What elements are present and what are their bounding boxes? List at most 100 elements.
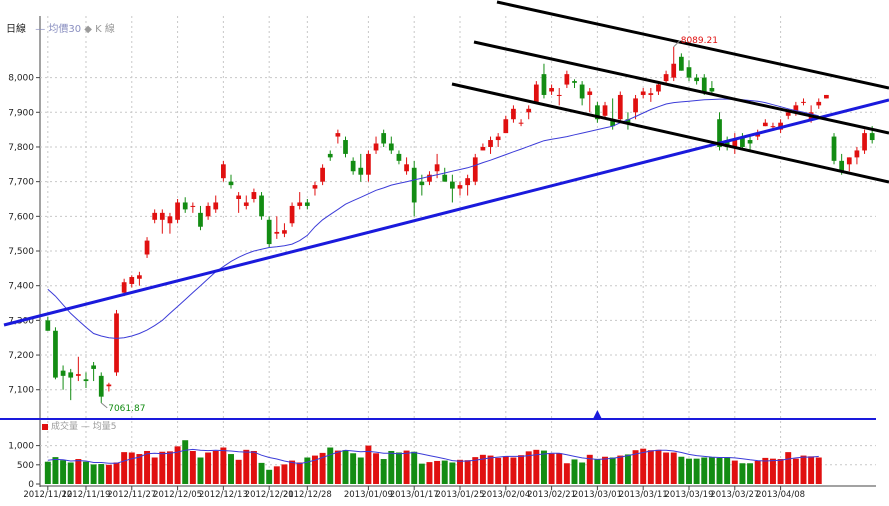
volume-bar: [426, 462, 433, 484]
volume-bar: [693, 458, 700, 484]
candle-body: [533, 84, 539, 102]
price-tick-label: 7,800: [8, 143, 34, 153]
candle-body: [839, 160, 845, 172]
volume-bar: [777, 459, 784, 484]
candle-body: [358, 167, 364, 175]
volume-bar: [571, 459, 578, 484]
volume-bar: [98, 464, 105, 484]
candle-body: [75, 374, 81, 376]
volume-bar: [449, 462, 456, 484]
candle-body: [83, 379, 89, 382]
candle-body: [579, 84, 585, 99]
low-price-label: 7061.87: [108, 404, 145, 414]
volume-bar: [197, 457, 204, 484]
volume-tick-label: 0: [28, 480, 34, 490]
volume-bar: [769, 458, 776, 484]
candle-body: [724, 140, 730, 147]
candle-body: [266, 219, 272, 245]
volume-bar: [243, 449, 250, 484]
time-tick-label: 2013/04/08: [756, 490, 805, 500]
volume-bar: [159, 451, 166, 484]
volume-bar: [342, 450, 349, 484]
volume-bar: [220, 447, 227, 484]
high-leader: [673, 40, 681, 48]
volume-bar: [113, 462, 120, 484]
price-tick-label: 7,700: [8, 178, 34, 188]
volume-bar: [731, 460, 738, 484]
candle-body: [152, 212, 158, 220]
volume-axis: 0 500 1,000: [8, 442, 40, 490]
volume-bar: [166, 451, 173, 484]
volume-bar: [75, 459, 82, 484]
volume-bar: [464, 460, 471, 484]
volume-bar: [594, 459, 601, 484]
volume-ma-legend: — 均量5: [80, 422, 117, 432]
candle-body: [785, 112, 791, 116]
candle-body: [869, 133, 875, 141]
time-tick-label: 2012/11/19: [61, 490, 110, 500]
volume-bar: [632, 450, 639, 484]
volume-bar: [250, 450, 257, 484]
candle-body: [60, 370, 66, 376]
candle-body: [816, 101, 822, 106]
volume-bar: [212, 450, 219, 484]
k-legend: ◆ K 線: [84, 24, 115, 35]
candle-body: [137, 275, 142, 279]
volume-bar: [266, 469, 273, 484]
trend-lines: [3, 0, 889, 327]
volume-bar: [373, 453, 380, 484]
volume-bar: [617, 455, 624, 484]
price-tick-label: 7,600: [8, 212, 34, 222]
candle-body: [289, 205, 295, 224]
volume-bar: [90, 464, 97, 484]
candle-body: [846, 157, 852, 165]
price-tick-label: 7,900: [8, 108, 34, 118]
candle-body: [717, 119, 722, 147]
candle-body: [366, 153, 371, 175]
volume-bar: [189, 450, 196, 484]
time-tick-label: 2012/12/28: [283, 490, 332, 500]
volume-bar: [228, 454, 234, 484]
candle-body: [106, 384, 112, 387]
candle-body: [526, 108, 532, 113]
volume-bar: [174, 446, 181, 484]
volume-bar: [357, 457, 364, 484]
candle-body: [511, 108, 516, 120]
candle-body: [747, 140, 753, 144]
candle-body: [404, 164, 409, 172]
ma-legend: — 均價30: [35, 24, 82, 35]
candle-body: [656, 84, 661, 92]
channel-lower-line: [451, 82, 889, 184]
candle-body: [159, 212, 165, 220]
candle-body: [709, 88, 715, 92]
time-tick-label: 2013/03/11: [619, 490, 668, 500]
candle-body: [587, 91, 593, 95]
time-tick-label: 2013/01/25: [436, 490, 485, 500]
k-legend-text: K 線: [95, 24, 115, 35]
candle-body: [228, 181, 234, 186]
candle-body: [167, 216, 173, 224]
candle-body: [304, 202, 310, 206]
candle-body: [595, 105, 600, 120]
volume-legend-text: 成交量: [51, 422, 79, 432]
candle-body: [442, 174, 448, 182]
volume-bar: [350, 453, 357, 484]
time-tick-label: 2012/11/12: [23, 490, 72, 500]
candle-body: [457, 185, 463, 189]
candle-body: [831, 136, 837, 161]
candle-body: [648, 93, 654, 95]
volume-bar: [624, 454, 631, 484]
volume-ma-legend-text: 均量5: [92, 422, 117, 432]
volume-bar: [808, 456, 815, 484]
ma30-line: [47, 98, 819, 339]
time-tick-label: 2013/01/17: [390, 490, 439, 500]
candle-body: [801, 101, 806, 103]
volume-bar: [678, 456, 685, 484]
volume-bar: [701, 457, 708, 484]
volume-bar: [395, 452, 402, 484]
volume-bar: [792, 458, 799, 484]
price-tick-label: 7,400: [8, 282, 34, 292]
volume-bar: [311, 455, 318, 484]
high-price-label: 8089.21: [681, 36, 718, 46]
